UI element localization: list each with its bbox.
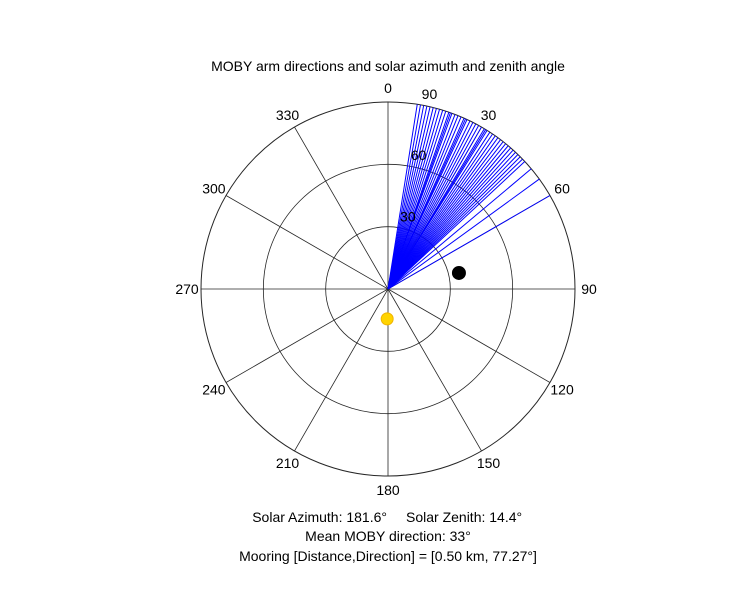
r-tick-label: 90	[422, 86, 438, 102]
mooring-text: Mooring [Distance,Direction] = [0.50 km,…	[239, 548, 537, 564]
mean-moby-direction-text: Mean MOBY direction: 33°	[305, 528, 471, 544]
theta-tick-label: 30	[481, 107, 497, 123]
spoke-330	[294, 126, 389, 290]
moby-arm-line	[387, 151, 516, 290]
chart-title: MOBY arm directions and solar azimuth an…	[211, 58, 565, 74]
moby-arm-line	[387, 156, 521, 290]
theta-tick-label: 330	[276, 107, 300, 123]
moby-arm-line	[387, 178, 540, 290]
theta-tick-label: 0	[384, 80, 392, 96]
moby-arm-line	[387, 168, 532, 290]
moby-arm-line	[387, 105, 428, 290]
theta-tick-label: 90	[581, 281, 597, 297]
moby-arm-line	[387, 114, 456, 290]
moby-arm-line	[387, 110, 444, 290]
moby-arm-line	[387, 125, 480, 290]
r-tick-label: 30	[400, 209, 416, 225]
theta-tick-label: 150	[477, 455, 501, 471]
moby-arm-line	[387, 145, 509, 290]
moby-arm-direction-lines	[387, 104, 551, 290]
moby-arm-line	[387, 130, 488, 290]
spoke-120	[387, 288, 551, 383]
moby-arm-line	[387, 126, 482, 290]
theta-tick-label: 180	[376, 482, 400, 498]
theta-tick-label: 210	[276, 455, 300, 471]
solar-zenith-text: Solar Zenith: 14.4°	[406, 509, 522, 525]
theta-tick-label: 60	[554, 181, 570, 197]
solar-azimuth-text: Solar Azimuth: 181.6°	[252, 509, 387, 525]
footer-text: Solar Azimuth: 181.6° Solar Zenith: 14.4…	[239, 509, 537, 564]
marker-layer	[380, 265, 466, 326]
moby-arm-line	[387, 113, 453, 290]
moby-arm-line	[387, 107, 434, 290]
moby-arm-line	[387, 119, 468, 290]
moby-arm-line	[387, 104, 418, 290]
moby-arm-line	[387, 135, 496, 290]
moby-arm-line	[387, 110, 447, 290]
moby-arm-line	[387, 147, 512, 290]
moby-arm-line	[387, 108, 437, 290]
moby-arm-line	[387, 115, 459, 290]
moby-arm-line	[387, 104, 421, 290]
moby-arm-line	[387, 158, 523, 290]
moby-arm-line	[387, 106, 431, 290]
moby-arm-line	[387, 139, 501, 290]
spoke-210	[294, 288, 389, 452]
moby-arm-line	[387, 131, 491, 290]
theta-tick-label: 270	[175, 281, 199, 297]
sun-position-marker	[380, 312, 394, 326]
r-tick-label: 60	[411, 147, 427, 163]
moby-arm-line	[387, 122, 474, 290]
mooring-position-marker	[451, 265, 466, 280]
theta-tick-label: 120	[550, 382, 574, 398]
moby-arm-line	[387, 195, 551, 290]
moby-arm-line	[387, 105, 425, 290]
moby-arm-line	[387, 109, 441, 290]
theta-tick-label: 300	[202, 181, 226, 197]
moby-arm-line	[387, 120, 471, 290]
angle-tick-labels: 0 30 60 90 120 150 180 210 240 270 300 330	[175, 80, 597, 498]
moby-arm-line	[387, 161, 526, 290]
moby-arm-line	[387, 143, 507, 290]
radius-tick-labels: 30 60 90	[400, 86, 437, 225]
moby-arm-line	[387, 141, 504, 290]
moby-arm-line	[387, 133, 493, 290]
spoke-300	[225, 195, 389, 290]
spoke-240	[225, 288, 389, 383]
moby-arm-line	[387, 137, 499, 290]
moby-arm-line	[387, 116, 462, 290]
moby-arm-line	[387, 149, 514, 290]
spoke-150	[387, 288, 482, 452]
moby-arm-line	[387, 123, 477, 290]
moby-arm-line	[387, 154, 519, 290]
theta-tick-label: 240	[202, 382, 226, 398]
